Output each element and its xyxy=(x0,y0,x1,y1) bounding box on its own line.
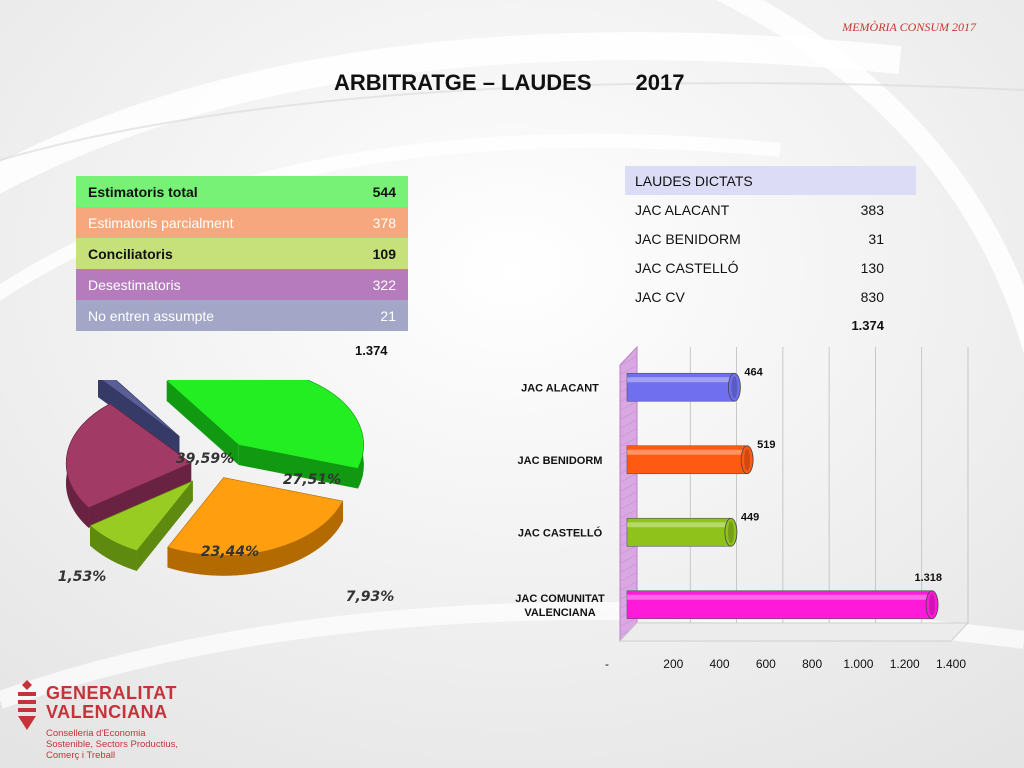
table-row: JAC CV 830 xyxy=(625,282,916,311)
pie-slice-label: 39,59% xyxy=(176,451,234,467)
table-row: Estimatoris total 544 xyxy=(76,176,408,207)
row-value: 322 xyxy=(372,276,396,293)
bar xyxy=(626,517,738,547)
bar-value-label: 464 xyxy=(744,366,763,378)
row-value: 130 xyxy=(860,259,884,276)
logo-subtitle: Conselleria d'Economia Sostenible, Secto… xyxy=(46,728,178,761)
estimatoris-total: 1.374 xyxy=(355,343,388,358)
y-category-label: JAC BENIDORM xyxy=(518,455,603,467)
row-label: JAC BENIDORM xyxy=(635,230,741,247)
logo-line1: GENERALITAT xyxy=(46,683,177,703)
bar xyxy=(626,590,939,620)
laudes-total-row: 1.374 xyxy=(625,311,916,340)
pie-slice xyxy=(167,477,344,576)
x-tick-label: 400 xyxy=(710,657,730,671)
x-tick-label: - xyxy=(605,657,609,671)
pie-slice xyxy=(166,380,364,489)
row-value: 383 xyxy=(860,201,884,218)
table-row: JAC ALACANT 383 xyxy=(625,195,916,224)
row-value: 21 xyxy=(380,307,396,324)
pie-slice xyxy=(89,480,194,572)
bar xyxy=(626,372,741,402)
logo-wordmark: GENERALITAT VALENCIANA xyxy=(46,684,177,722)
bar-value-label: 519 xyxy=(757,439,775,451)
chart-floor xyxy=(618,622,970,642)
bar xyxy=(626,445,754,475)
y-category-label: JAC ALACANT xyxy=(521,382,599,394)
bar-chart: - 200 400 600 800 1.000 1.200 1.400 464 JAC ALACA… xyxy=(515,345,970,671)
x-tick-label: 800 xyxy=(802,657,822,671)
x-tick-label: 1.200 xyxy=(890,657,920,671)
laudes-table: LAUDES DICTATS JAC ALACANT 383 JAC BENID… xyxy=(625,166,916,340)
bar-value-label: 1.318 xyxy=(914,572,942,584)
title-text: ARBITRATGE – LAUDES xyxy=(334,70,592,95)
x-tick-label: 1.000 xyxy=(843,657,873,671)
coat-of-arms-icon xyxy=(18,680,36,730)
laudes-header-row: LAUDES DICTATS xyxy=(625,166,916,195)
row-label: JAC ALACANT xyxy=(635,201,730,218)
pie-slice-label: 7,93% xyxy=(346,589,395,605)
pie-chart: 39,59% 27,51% 7,93% 23,44% 1,53% xyxy=(58,380,395,605)
header-tag: MEMÒRIA CONSUM 2017 xyxy=(842,20,976,34)
logo-sub1: Conselleria d'Economia xyxy=(46,728,146,739)
pie-slice-label: 23,44% xyxy=(201,544,259,560)
row-value: 544 xyxy=(372,183,396,200)
x-tick-label: 1.400 xyxy=(936,657,966,671)
x-tick-label: 600 xyxy=(756,657,776,671)
table-row: Desestimatoris 322 xyxy=(76,269,408,300)
estimatoris-table: Estimatoris total 544 Estimatoris parcia… xyxy=(76,176,408,331)
row-value: 830 xyxy=(860,288,884,305)
row-value: 31 xyxy=(868,230,884,247)
row-label: JAC CV xyxy=(635,288,685,305)
row-label: No entren assumpte xyxy=(88,307,215,324)
y-category-label: JAC CASTELLÓ xyxy=(518,526,603,539)
logo-sub2: Sostenible, Sectors Productius, xyxy=(46,739,179,750)
table-row: Estimatoris parcialment 378 xyxy=(76,207,408,238)
row-label: Conciliatoris xyxy=(88,245,173,262)
row-label: JAC CASTELLÓ xyxy=(635,259,739,276)
laudes-header: LAUDES DICTATS xyxy=(625,166,916,195)
x-tick-label: 200 xyxy=(663,657,683,671)
page-title: ARBITRATGE – LAUDES 2017 xyxy=(334,70,684,96)
logo-sub3: Comerç i Treball xyxy=(46,750,116,761)
table-row: No entren assumpte 21 xyxy=(76,300,408,331)
pie-slice xyxy=(65,403,192,529)
row-label: Estimatoris parcialment xyxy=(88,214,234,231)
row-label: Estimatoris total xyxy=(88,183,198,200)
table-row: Conciliatoris 109 xyxy=(76,238,408,269)
pie-slice-label: 1,53% xyxy=(58,569,107,585)
title-year: 2017 xyxy=(635,70,685,95)
row-value: 109 xyxy=(372,245,396,262)
pie-slice xyxy=(98,380,180,457)
table-row: JAC BENIDORM 31 xyxy=(625,224,916,253)
bar-value-label: 449 xyxy=(741,511,759,523)
y-category-label: JAC COMUNITAT xyxy=(515,593,605,605)
table-row: JAC CASTELLÓ 130 xyxy=(625,253,916,282)
row-label: Desestimatoris xyxy=(88,276,181,293)
laudes-total: 1.374 xyxy=(851,318,884,333)
row-value: 378 xyxy=(372,214,396,231)
pie-slice-label: 27,51% xyxy=(283,472,341,488)
y-category-label: VALENCIANA xyxy=(524,607,595,619)
logo-line2: VALENCIANA xyxy=(46,702,168,722)
